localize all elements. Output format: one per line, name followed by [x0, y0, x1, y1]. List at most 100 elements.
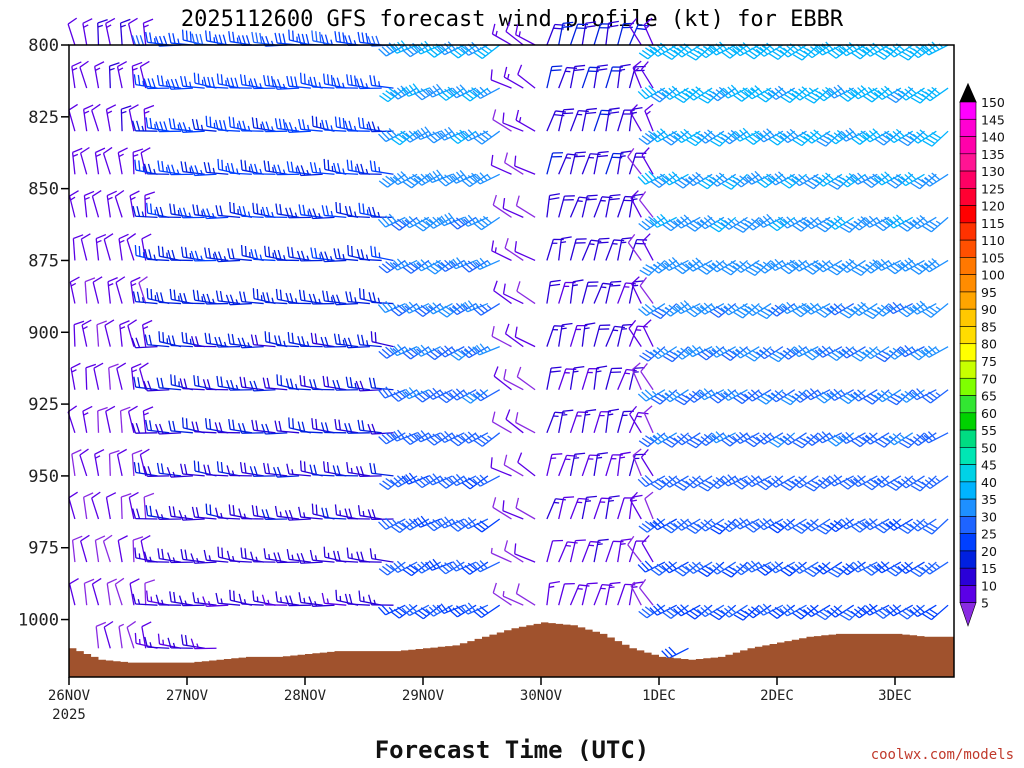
barb-feather — [184, 247, 188, 258]
barb-feather — [288, 29, 291, 41]
wind-barb — [673, 432, 701, 446]
barb-feather — [197, 375, 200, 387]
wind-barb — [673, 518, 701, 531]
barb-half-feather — [486, 304, 492, 310]
barb-staff — [114, 584, 123, 606]
barb-feather — [751, 47, 761, 55]
barb-feather — [272, 467, 278, 478]
barb-feather — [555, 110, 566, 113]
wind-barb — [141, 233, 152, 261]
barb-feather — [709, 396, 719, 404]
barb-feather — [440, 603, 449, 613]
wind-barb — [720, 388, 748, 401]
barb-feather — [417, 175, 426, 184]
barb-feather — [249, 78, 255, 89]
barb-feather — [819, 525, 830, 532]
wind-barb — [546, 580, 560, 606]
barb-feather — [644, 474, 654, 484]
barb-half-feather — [306, 255, 310, 261]
barb-half-feather — [596, 456, 603, 459]
barb-feather — [286, 75, 290, 87]
barb-feather — [337, 163, 341, 174]
barb-staff — [834, 604, 855, 618]
barb-feather — [204, 332, 208, 344]
wind-barb — [449, 44, 477, 59]
wind-barb — [838, 173, 866, 188]
wind-barb — [250, 334, 276, 348]
barb-feather — [405, 605, 414, 615]
barb-feather — [228, 504, 231, 515]
barb-feather — [863, 95, 873, 103]
barb-feather — [724, 219, 733, 228]
wind-barb — [80, 534, 90, 563]
wind-barb — [732, 87, 760, 102]
barb-feather — [644, 389, 654, 398]
wind-barb — [261, 594, 288, 606]
barb-feather — [578, 497, 589, 500]
barb-feather — [637, 325, 648, 328]
barb-feather — [502, 112, 505, 124]
wind-barb — [898, 216, 925, 232]
wind-barb — [709, 389, 737, 404]
barb-staff — [206, 474, 229, 477]
barb-feather — [255, 32, 259, 43]
barb-half-feather — [829, 392, 835, 397]
barb-feather — [325, 507, 329, 519]
barb-feather — [771, 306, 781, 315]
barb-feather — [196, 290, 200, 301]
wind-barb — [650, 259, 678, 274]
wind-barb — [402, 561, 430, 577]
barb-feather — [408, 216, 418, 225]
barb-feather — [781, 398, 791, 406]
barb-staff — [492, 506, 512, 520]
barb-feather — [355, 380, 361, 392]
wind-barb — [873, 561, 902, 574]
barb-feather — [860, 216, 870, 224]
barb-feather — [680, 130, 689, 139]
barb-feather — [780, 181, 790, 189]
barb-feather — [302, 204, 306, 216]
barb-feather — [907, 86, 917, 95]
wind-barb — [814, 259, 843, 273]
wind-barb — [815, 475, 843, 490]
barb-feather — [429, 350, 439, 358]
barb-feather — [490, 457, 493, 468]
barb-staff — [646, 130, 666, 145]
barb-feather — [853, 562, 862, 571]
barb-feather — [444, 562, 453, 570]
barb-feather — [665, 523, 675, 531]
wind-barb — [190, 165, 217, 177]
barb-feather — [874, 138, 885, 146]
barb-feather — [668, 606, 678, 615]
barb-feather — [809, 131, 819, 140]
wind-barb — [662, 130, 689, 146]
barb-feather — [895, 174, 906, 182]
barb-feather — [695, 171, 704, 180]
wind-barb — [285, 378, 311, 391]
barb-feather — [668, 173, 677, 182]
barb-feather — [221, 547, 224, 559]
barb-feather — [909, 353, 920, 361]
barb-feather — [762, 44, 772, 53]
barb-staff — [581, 324, 586, 347]
barb-staff — [569, 584, 580, 606]
wind-barb — [132, 148, 144, 175]
barb-feather — [748, 437, 758, 445]
barb-feather — [382, 565, 392, 574]
barb-feather — [628, 319, 637, 329]
barb-half-feather — [378, 252, 381, 258]
barb-staff — [894, 346, 914, 360]
barb-feather — [202, 293, 207, 305]
barb-staff — [646, 518, 666, 533]
barb-half-feather — [294, 212, 298, 218]
barb-feather — [81, 319, 92, 326]
wind-barb — [239, 291, 264, 305]
barb-staff — [106, 583, 111, 606]
barb-feather — [771, 477, 780, 486]
barb-feather — [252, 590, 255, 602]
wind-barb — [709, 303, 737, 318]
wind-barb — [505, 409, 524, 434]
barb-feather — [475, 174, 484, 183]
barb-half-feather — [853, 392, 859, 397]
barb-half-feather — [577, 587, 583, 590]
